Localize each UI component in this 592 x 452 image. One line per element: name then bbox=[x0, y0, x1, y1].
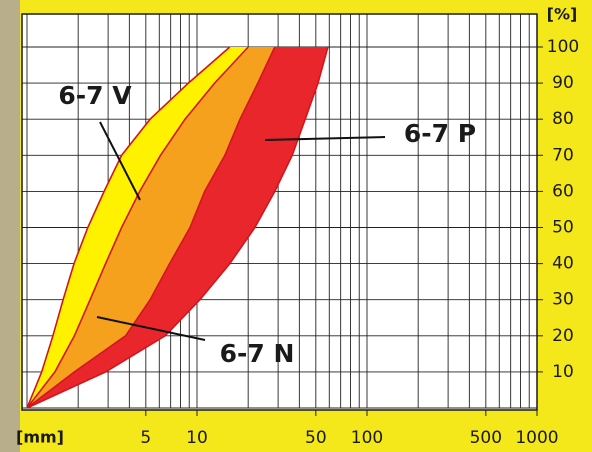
y-tick-label: 30 bbox=[552, 290, 574, 310]
y-tick-label: 60 bbox=[552, 181, 574, 201]
y-tick-label: 100 bbox=[547, 37, 579, 57]
page: {"chart_data": { "type": "grading-bands"… bbox=[0, 0, 592, 452]
x-tick-label: 1000 bbox=[515, 428, 558, 448]
y-tick-label: 90 bbox=[552, 73, 574, 93]
annotation-label: 6-7 P bbox=[404, 119, 476, 148]
chart: 6-7 V 6-7 N 6-7 P [mm] [%] 10 20 30 40 50 60 70 8… bbox=[0, 0, 592, 452]
y-tick-label: 10 bbox=[552, 362, 574, 382]
x-tick-label: 100 bbox=[351, 428, 383, 448]
x-tick-label: 10 bbox=[186, 428, 208, 448]
x-axis-label: [mm] bbox=[16, 428, 64, 447]
y-tick-label: 80 bbox=[552, 109, 574, 129]
x-tick-label: 500 bbox=[470, 428, 502, 448]
y-tick-label: 70 bbox=[552, 145, 574, 165]
x-tick-label: 50 bbox=[305, 428, 327, 448]
y-tick-label: 50 bbox=[552, 218, 574, 238]
y-tick-label: 40 bbox=[552, 254, 574, 274]
y-tick-label: 20 bbox=[552, 326, 574, 346]
y-axis-label: [%] bbox=[547, 5, 578, 24]
photo-strip bbox=[0, 0, 20, 452]
x-tick-label: 5 bbox=[140, 428, 151, 448]
annotation-label: 6-7 V bbox=[58, 81, 132, 110]
annotation-label: 6-7 N bbox=[220, 339, 295, 368]
